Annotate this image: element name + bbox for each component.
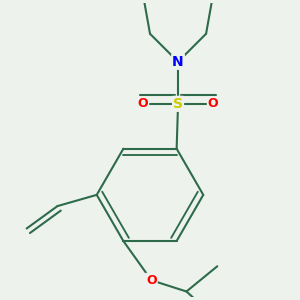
Text: N: N: [172, 55, 184, 69]
Text: O: O: [208, 98, 218, 110]
Text: O: O: [146, 274, 157, 287]
Text: O: O: [138, 98, 148, 110]
Text: S: S: [173, 97, 183, 111]
